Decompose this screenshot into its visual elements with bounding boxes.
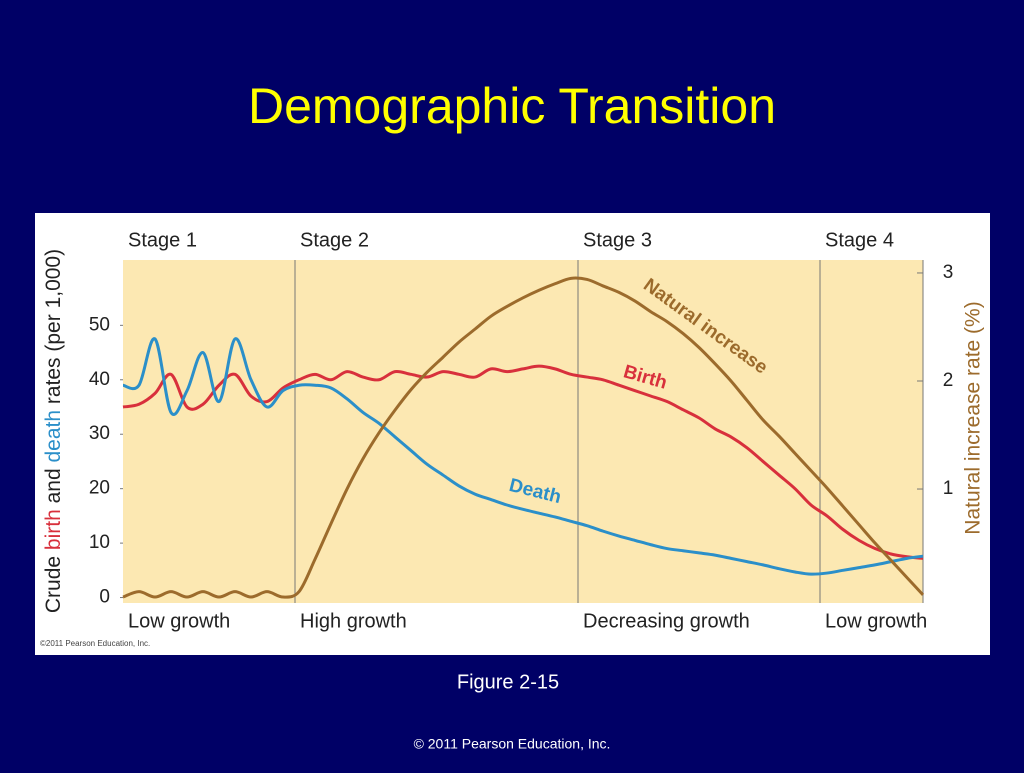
y-tick-label: 30 xyxy=(89,423,110,444)
y-axis-title-part: rates (per 1,000) xyxy=(42,249,65,410)
stage-label: Stage 2 xyxy=(300,229,369,251)
y-axis-title-part: birth xyxy=(42,509,65,550)
footer: © 2011 Pearson Education, Inc. xyxy=(414,736,611,752)
series-line xyxy=(122,337,924,576)
y-tick-label: 10 xyxy=(89,532,110,553)
y-axis-title-part: and xyxy=(42,463,65,510)
y-axis-title-part: death xyxy=(42,410,65,463)
y-tick-label: 20 xyxy=(89,478,110,499)
y2-tick-label: 1 xyxy=(943,478,954,499)
y-tick-label: 0 xyxy=(99,587,110,608)
chart-copyright: ©2011 Pearson Education, Inc. xyxy=(40,639,150,648)
growth-label: Low growth xyxy=(825,610,927,632)
stage-label: Stage 3 xyxy=(583,229,652,251)
growth-label: High growth xyxy=(300,610,407,632)
y-tick-label: 50 xyxy=(89,314,110,335)
series-line xyxy=(122,364,924,560)
figure-caption: Figure 2-15 xyxy=(457,671,559,693)
y-axis-title-part: Crude xyxy=(42,550,65,613)
growth-label: Decreasing growth xyxy=(583,610,750,632)
slide-title: Demographic Transition xyxy=(248,78,776,134)
y-axis-title: Crude birth and death rates (per 1,000) xyxy=(42,249,65,613)
growth-label: Low growth xyxy=(128,610,230,632)
stage-label: Stage 4 xyxy=(825,229,894,251)
y2-axis-title: Natural increase rate (%) xyxy=(962,301,985,534)
y2-tick-label: 2 xyxy=(943,370,954,391)
stage-label: Stage 1 xyxy=(128,229,197,251)
series-line xyxy=(122,276,925,599)
y-tick-label: 40 xyxy=(89,369,110,390)
y2-tick-label: 3 xyxy=(943,262,954,283)
plot-area xyxy=(123,260,923,603)
